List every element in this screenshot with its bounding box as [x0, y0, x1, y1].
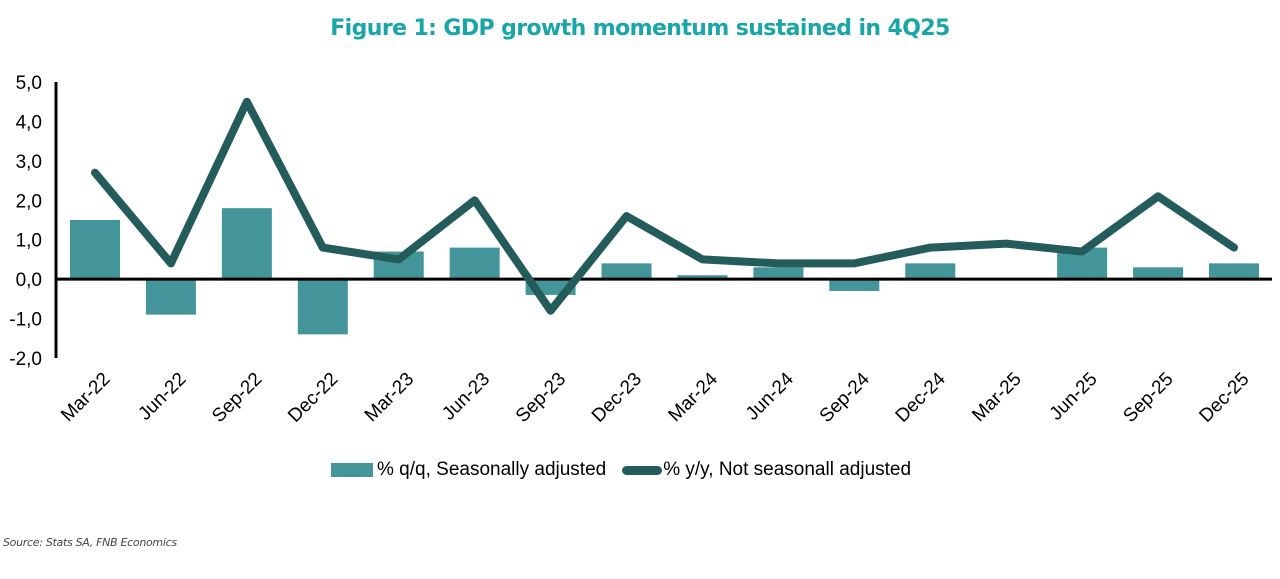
x-tick-label: Sep-23: [512, 369, 570, 427]
x-tick-label: Dec-24: [892, 368, 950, 426]
x-tick-label: Dec-23: [588, 369, 646, 427]
y-tick-label: -1,0: [9, 310, 42, 331]
bar-Sep-22: [221, 208, 272, 280]
y-tick-label: -2,0: [9, 349, 42, 370]
bar-Jun-24: [753, 267, 804, 280]
axes-layer: [54, 82, 1272, 358]
y-tick-label: 3,0: [16, 152, 42, 173]
bar-Mar-22: [70, 220, 120, 280]
x-tick-labels: Mar-22 Jun-22 Sep-22 Dec-22 Mar-23 Jun-23 Sep-…: [57, 368, 1253, 426]
legend-item-qq: % q/q, Seasonally adjusted: [331, 459, 606, 481]
x-tick-label: Mar-23: [361, 369, 418, 426]
legend: % q/q, Seasonally adjusted % y/y, Not se…: [331, 459, 911, 481]
bar-Mar-24: [677, 275, 728, 280]
legend-swatch-line: [622, 465, 663, 475]
bar-Dec-24: [905, 263, 956, 280]
x-tick-label: Mar-22: [57, 369, 114, 426]
y-tick-label: 5,0: [16, 73, 42, 94]
x-tick-label: Jun-25: [1046, 369, 1102, 425]
y-tick-label: 4,0: [16, 112, 42, 133]
bar-Sep-25: [1133, 267, 1184, 280]
bar-Dec-23: [601, 263, 652, 280]
y-tick-labels: 5,0 4,0 3,0 2,0 1,0 0,0 -1,0 -2,0: [9, 73, 42, 370]
x-tick-label: Mar-25: [968, 369, 1025, 426]
source-note: Source: Stats SA, FNB Economics: [3, 536, 177, 549]
y-tick-label: 1,0: [16, 231, 42, 252]
x-tick-label: Dec-25: [1195, 369, 1253, 427]
bars-layer: [70, 208, 1259, 335]
legend-item-yy: % y/y, Not seasonall adjusted: [606, 459, 911, 481]
legend-swatch-bar: [331, 463, 373, 477]
x-tick-label: Mar-24: [665, 368, 723, 426]
x-tick-label: Sep-25: [1119, 369, 1177, 427]
x-tick-label: Jun-24: [742, 368, 798, 424]
y-tick-label: 2,0: [16, 191, 42, 212]
bar-Jun-23: [449, 247, 500, 280]
chart-title: Figure 1: GDP growth momentum sustained …: [330, 16, 950, 41]
bar-Dec-25: [1209, 263, 1259, 280]
x-tick-label: Jun-23: [438, 369, 494, 425]
x-tick-label: Sep-24: [816, 368, 874, 426]
x-tick-label: Sep-22: [208, 369, 266, 427]
x-tick-label: Jun-22: [135, 369, 191, 425]
legend-label-qq: % q/q, Seasonally adjusted: [377, 459, 607, 480]
bar-Sep-24: [829, 279, 880, 291]
bar-Dec-22: [297, 279, 348, 335]
legend-label-yy: % y/y, Not seasonall adjusted: [663, 459, 912, 480]
x-tick-label: Dec-22: [284, 369, 342, 427]
line-layer: [91, 97, 1238, 315]
y-tick-label: 0,0: [16, 270, 42, 291]
bar-Jun-22: [145, 279, 196, 315]
line-series-yy: [91, 97, 1238, 315]
